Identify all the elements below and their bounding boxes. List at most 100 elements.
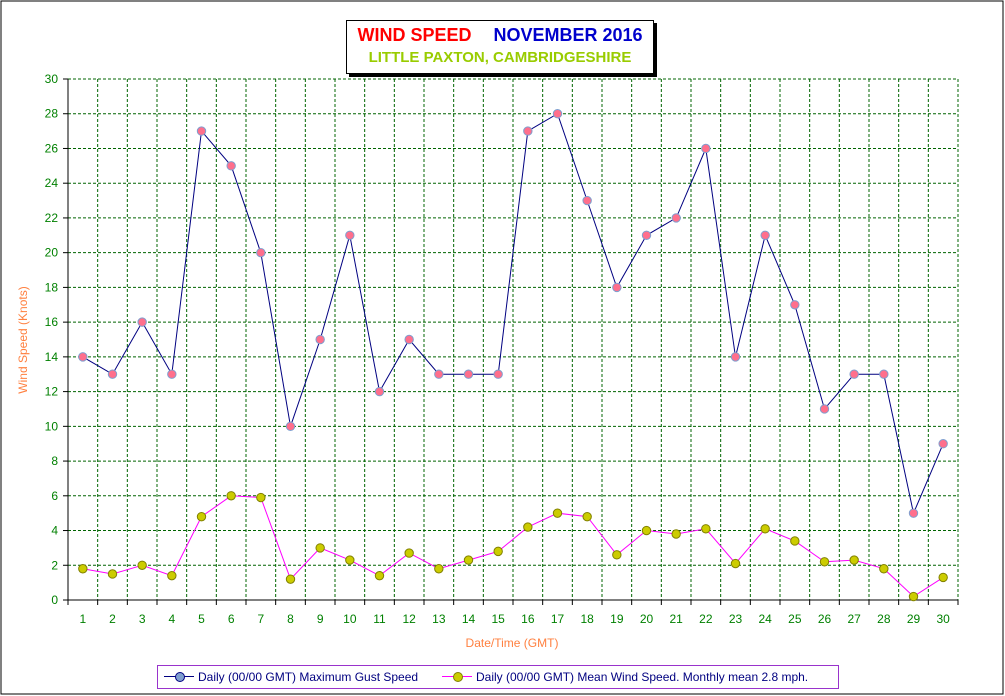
chart-legend: Daily (00/00 GMT) Maximum Gust Speed Dai…	[157, 665, 839, 689]
x-tick-label: 6	[228, 612, 235, 626]
x-tick-label: 23	[729, 612, 743, 626]
x-tick-label: 19	[610, 612, 624, 626]
mean-data-point	[107, 569, 118, 579]
y-tick-label: 18	[45, 280, 59, 294]
mean-data-point	[196, 511, 207, 522]
mean-data-point	[819, 557, 830, 567]
mean-data-point	[523, 522, 533, 532]
gust-data-point	[404, 334, 414, 345]
mean-data-point	[434, 564, 444, 574]
x-tick-label: 18	[580, 612, 594, 626]
mean-data-point	[641, 525, 652, 536]
gust-series-line	[82, 112, 944, 515]
x-tick-label: 13	[432, 612, 446, 626]
x-tick-label: 2	[109, 612, 116, 626]
x-tick-label: 15	[491, 612, 505, 626]
gust-data-point	[641, 230, 652, 241]
y-tick-label: 30	[45, 72, 59, 86]
mean-data-point	[790, 536, 800, 546]
chart-title: WIND SPEED NOVEMBER 2016	[347, 25, 653, 46]
x-tick-label: 7	[257, 612, 264, 626]
x-tick-label: 11	[373, 612, 386, 626]
legend-gust-label: Daily (00/00 GMT) Maximum Gust Speed	[198, 670, 419, 684]
mean-data-point	[879, 564, 889, 574]
gust-data-point	[701, 143, 711, 154]
x-tick-label: 30	[936, 612, 950, 626]
gust-data-point	[790, 300, 800, 310]
gust-data-point	[226, 161, 236, 171]
y-tick-label: 8	[51, 454, 58, 468]
x-tick-label: 24	[758, 612, 772, 626]
y-tick-label: 24	[45, 176, 59, 190]
mean-data-point	[374, 570, 385, 581]
mean-data-point	[849, 555, 859, 565]
gust-data-point	[285, 421, 296, 432]
x-tick-label: 3	[139, 612, 146, 626]
x-tick-label: 10	[343, 612, 357, 626]
x-tick-label: 5	[198, 612, 205, 626]
legend-mean-label: Daily (00/00 GMT) Mean Wind Speed. Month…	[476, 670, 809, 684]
gust-data-point	[256, 247, 266, 258]
y-tick-label: 28	[45, 107, 59, 121]
mean-data-point	[730, 558, 741, 569]
y-tick-label: 20	[45, 246, 59, 260]
x-tick-label: 1	[79, 612, 86, 626]
gust-data-point	[493, 369, 503, 379]
gust-data-point	[938, 439, 948, 449]
gust-data-point	[434, 369, 444, 379]
mean-data-point	[701, 524, 711, 534]
gust-data-point	[463, 369, 474, 379]
mean-data-point	[938, 572, 948, 583]
data-series	[78, 109, 948, 602]
gust-data-point	[78, 352, 88, 362]
gust-data-point	[612, 282, 622, 293]
gust-data-point	[582, 195, 592, 206]
legend-gust-marker-icon	[175, 672, 185, 682]
y-axis-label: Wind Speed (Knots)	[16, 286, 30, 393]
chart-title-box: WIND SPEED NOVEMBER 2016 LITTLE PAXTON, C…	[346, 20, 654, 74]
mean-series-line	[82, 495, 944, 598]
title-wind-speed: WIND SPEED	[357, 25, 472, 45]
gust-data-point	[730, 352, 741, 362]
y-tick-label: 2	[51, 558, 58, 572]
gust-data-point	[671, 213, 681, 223]
y-tick-label: 0	[51, 593, 58, 607]
gust-data-point	[374, 386, 385, 397]
x-tick-label: 12	[402, 612, 416, 626]
mean-data-point	[167, 570, 177, 581]
x-tick-label: 27	[847, 612, 861, 626]
gust-data-point	[760, 230, 770, 241]
mean-data-point	[671, 529, 681, 539]
mean-data-point	[612, 550, 622, 560]
y-tick-label: 6	[51, 489, 58, 503]
mean-data-point	[345, 555, 355, 565]
x-tick-label: 9	[317, 612, 324, 626]
gust-data-point	[196, 126, 207, 136]
x-tick-label: 22	[699, 612, 713, 626]
gust-data-point	[107, 369, 118, 379]
mean-data-point	[78, 564, 88, 574]
mean-data-point	[760, 524, 770, 534]
x-tick-label: 20	[640, 612, 654, 626]
gust-data-point	[819, 404, 830, 414]
x-tick-label: 28	[877, 612, 891, 626]
title-month: NOVEMBER 2016	[493, 25, 643, 45]
x-tick-label: 16	[521, 612, 535, 626]
y-tick-label: 4	[51, 524, 58, 538]
mean-data-point	[315, 543, 325, 553]
y-tick-label: 16	[45, 315, 59, 329]
x-tick-label: 17	[551, 612, 565, 626]
x-tick-label: 14	[462, 612, 476, 626]
y-tick-label: 14	[45, 350, 59, 364]
mean-data-point	[137, 560, 147, 570]
mean-data-point	[552, 508, 563, 518]
mean-data-point	[226, 491, 236, 501]
x-tick-label: 26	[818, 612, 832, 626]
mean-data-point	[908, 591, 919, 602]
chart-subtitle: LITTLE PAXTON, CAMBRIDGESHIRE	[368, 49, 632, 66]
x-tick-label: 21	[669, 612, 683, 626]
y-tick-label: 10	[45, 419, 59, 433]
